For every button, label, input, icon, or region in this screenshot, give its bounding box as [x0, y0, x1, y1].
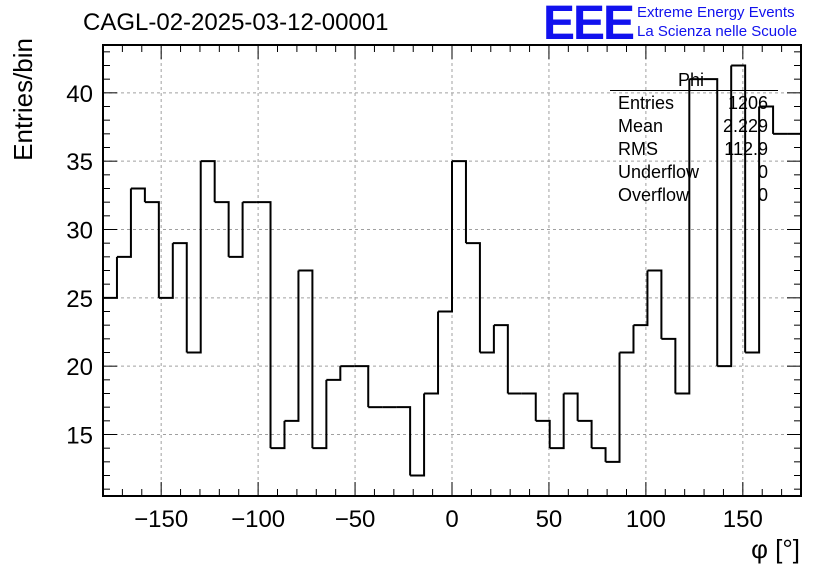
stats-label: Underflow	[618, 162, 700, 182]
histogram-bin	[759, 105, 775, 134]
stats-row-overflow: Overflow 0	[618, 185, 768, 207]
histogram-bin	[158, 243, 174, 299]
x-tick-label: 50	[536, 506, 563, 533]
logo-line-1: Extreme Energy Events	[637, 4, 795, 21]
stats-value: 0	[757, 162, 768, 182]
histogram-bin	[549, 393, 565, 450]
x-tick-labels: −150 −100 −50 0 50 100 150	[134, 506, 763, 533]
y-tick-label: 40	[66, 81, 93, 108]
histogram-bin	[577, 419, 593, 449]
stats-label: Mean	[618, 116, 664, 136]
x-tick-label: −100	[231, 506, 285, 533]
histogram-bin	[284, 270, 300, 422]
stats-row-rms: RMS 112.9	[618, 139, 768, 161]
histogram-bin	[144, 201, 160, 298]
histogram-bin	[535, 419, 551, 449]
histogram-bin	[703, 78, 719, 367]
y-tick-label: 35	[66, 149, 93, 176]
plot-frame	[102, 44, 802, 497]
histogram-bin	[452, 160, 467, 244]
histogram-bin	[103, 256, 118, 299]
stats-title: Phi	[678, 70, 705, 90]
histogram-bin	[172, 242, 188, 353]
stats-value: 112.9	[724, 139, 768, 159]
x-tick-label: 0	[445, 506, 458, 533]
histogram-bin	[675, 79, 691, 395]
histogram-bin	[633, 270, 649, 327]
stats-value: 1206	[727, 93, 768, 113]
histogram-bin	[479, 325, 495, 354]
histogram-bin	[521, 392, 537, 421]
histogram-bin	[424, 311, 440, 395]
histogram-bin	[186, 161, 202, 354]
stats-label: RMS	[618, 139, 658, 159]
histogram-bin	[130, 187, 146, 203]
histogram-bin	[591, 447, 607, 462]
histogram-bin	[326, 366, 342, 381]
histogram-bin	[228, 202, 244, 258]
eee-logo: EEE	[543, 0, 635, 50]
y-tick-label: 15	[66, 423, 93, 450]
histogram-bin	[410, 393, 426, 477]
eee-logo-text: Extreme Energy Events La Scienza nelle S…	[637, 3, 797, 41]
run-title: CAGL-02-2025-03-12-00001	[83, 9, 389, 36]
x-tick-label: −50	[335, 506, 376, 533]
stats-row-mean: Mean 2.229	[618, 116, 768, 138]
histogram-bin	[647, 269, 663, 339]
histogram-bin	[605, 352, 621, 463]
histogram-bin	[661, 337, 677, 394]
y-axis-label: Entries/bin	[8, 38, 38, 161]
stats-label: Overflow	[618, 185, 690, 205]
histogram-bin	[354, 365, 370, 408]
x-tick-label: 100	[626, 506, 666, 533]
histogram-bin	[717, 65, 733, 368]
x-tick-label: 150	[723, 506, 763, 533]
axis-ticks	[102, 45, 802, 496]
stats-label: Entries	[618, 93, 675, 113]
histogram-bin	[619, 325, 635, 354]
histogram-bin	[116, 188, 132, 258]
y-tick-label: 25	[66, 286, 93, 313]
histogram-bin	[312, 379, 328, 450]
logo-line-2: La Scienza nelle Scuole	[637, 23, 798, 40]
histogram-bin	[270, 420, 286, 450]
stats-value: 2.229	[722, 116, 768, 136]
histogram-bin	[256, 201, 272, 449]
stats-divider	[610, 90, 778, 91]
y-tick-label: 30	[66, 218, 93, 245]
histogram-bin	[438, 161, 453, 313]
stats-box: Phi Entries 1206 Mean 2.229 RMS 112.9 Un…	[610, 70, 778, 210]
y-tick-label: 20	[66, 354, 93, 381]
histogram-bin	[298, 269, 314, 449]
histogram-bins	[103, 64, 801, 477]
histogram-bin	[745, 106, 761, 354]
y-tick-labels: 15 20 25 30 35 40	[66, 81, 93, 450]
stats-row-entries: Entries 1206	[618, 93, 768, 115]
stats-row-underflow: Underflow 0	[618, 162, 768, 184]
histogram-bin	[493, 324, 509, 394]
histogram-bin	[563, 392, 579, 421]
histogram-bin	[731, 64, 747, 353]
histogram-bin	[214, 201, 230, 257]
histogram-bin	[396, 406, 412, 476]
x-axis-label: φ [°]	[751, 534, 800, 564]
x-tick-label: −150	[134, 506, 188, 533]
histogram-bin	[465, 242, 481, 353]
histogram-bin	[200, 160, 216, 203]
stats-value: 0	[757, 185, 768, 205]
